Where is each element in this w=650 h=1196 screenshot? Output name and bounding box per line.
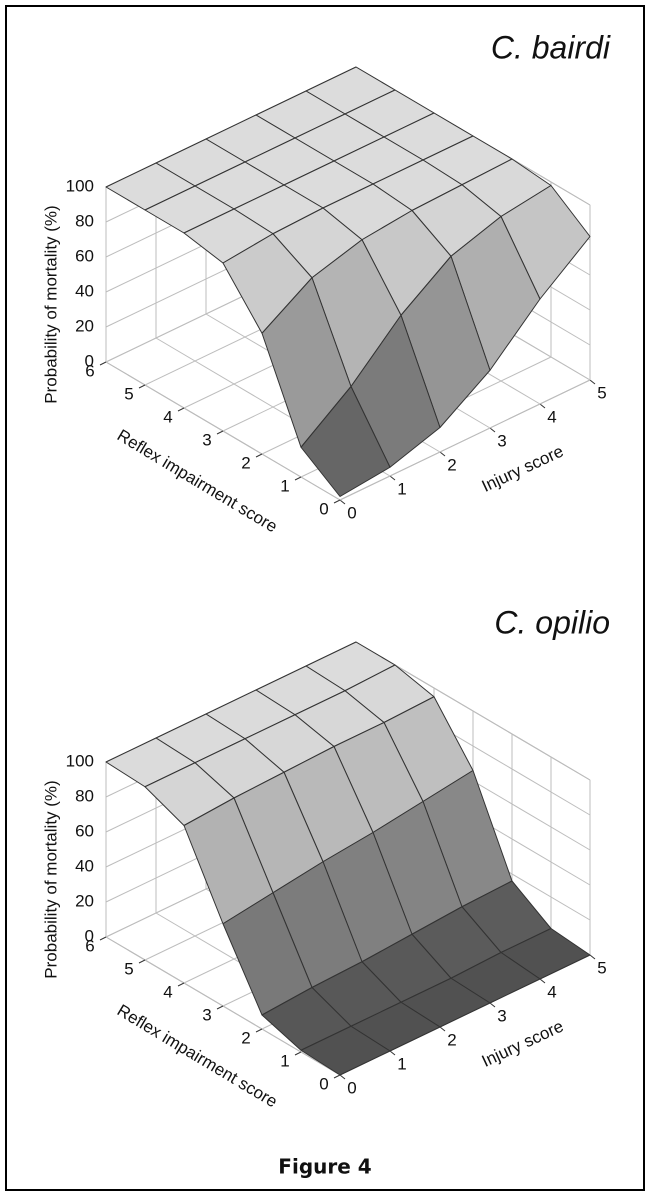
tick-mark bbox=[177, 407, 185, 412]
tick-mark bbox=[216, 430, 224, 435]
x-tick-label: 4 bbox=[547, 407, 556, 426]
chart: 0 20 40 60 80 100 0 1 2 3 4 5 0 1 2 3 4 5 6 Injury score Ref… bbox=[41, 29, 610, 536]
tick-mark bbox=[333, 1074, 341, 1079]
z-tick-label: 100 bbox=[66, 751, 94, 770]
x-tick-label: 5 bbox=[597, 958, 606, 977]
tick-mark bbox=[255, 1028, 263, 1033]
z-tick-label: 60 bbox=[75, 821, 94, 840]
tick-mark bbox=[294, 476, 302, 481]
figure-caption: Figure 4 bbox=[278, 1155, 371, 1179]
y-tick-label: 2 bbox=[241, 1028, 250, 1047]
x-axis-title: Injury score bbox=[479, 442, 567, 496]
y-axis-title: Reflex impairment score bbox=[114, 426, 281, 537]
tick-mark bbox=[489, 427, 496, 433]
x-axis-title: Injury score bbox=[479, 1017, 567, 1071]
y-tick-label: 1 bbox=[280, 476, 289, 495]
tick-mark bbox=[255, 453, 263, 458]
x-tick-label: 3 bbox=[497, 1006, 506, 1025]
tick-mark bbox=[389, 475, 396, 481]
tick-mark bbox=[138, 959, 146, 964]
frame bbox=[5, 5, 645, 1191]
y-tick-label: 3 bbox=[202, 1005, 211, 1024]
y-tick-label: 0 bbox=[319, 1074, 328, 1093]
grid-line bbox=[339, 379, 591, 501]
chart-title: C. bairdi bbox=[491, 29, 611, 65]
chart-title: C. opilio bbox=[494, 604, 610, 640]
y-tick-label: 2 bbox=[241, 453, 250, 472]
tick-mark bbox=[177, 982, 185, 987]
z-tick-label: 40 bbox=[75, 856, 94, 875]
z-tick-label: 0 bbox=[85, 926, 94, 945]
x-tick-label: 0 bbox=[347, 503, 356, 522]
y-tick-label: 4 bbox=[163, 982, 172, 1001]
x-tick-label: 0 bbox=[347, 1078, 356, 1097]
y-tick-label: 1 bbox=[280, 1051, 289, 1070]
x-tick-label: 5 bbox=[597, 383, 606, 402]
tick-mark bbox=[99, 361, 107, 366]
tick-mark bbox=[439, 451, 446, 457]
tick-mark bbox=[539, 978, 546, 984]
tick-mark bbox=[589, 379, 596, 385]
z-tick-label: 40 bbox=[75, 281, 94, 300]
surface-cell bbox=[300, 1025, 391, 1076]
y-tick-label: 0 bbox=[319, 499, 328, 518]
tick-mark bbox=[333, 499, 341, 504]
x-tick-label: 3 bbox=[497, 431, 506, 450]
tick-mark bbox=[439, 1026, 446, 1032]
x-tick-label: 1 bbox=[397, 479, 406, 498]
y-tick-label: 4 bbox=[163, 407, 172, 426]
y-tick-label: 3 bbox=[202, 430, 211, 449]
x-tick-label: 1 bbox=[397, 1054, 406, 1073]
surface-cell bbox=[300, 386, 391, 497]
z-tick-label: 20 bbox=[75, 891, 94, 910]
z-axis-title: Probability of mortality (%) bbox=[41, 205, 60, 403]
z-axis-title: Probability of mortality (%) bbox=[41, 780, 60, 978]
y-tick-label: 6 bbox=[85, 361, 94, 380]
y-tick-label: 5 bbox=[124, 959, 133, 978]
y-tick-label: 5 bbox=[124, 384, 133, 403]
tick-mark bbox=[294, 1051, 302, 1056]
tick-mark bbox=[589, 954, 596, 960]
tick-mark bbox=[389, 1050, 396, 1056]
z-tick-label: 100 bbox=[66, 176, 94, 195]
z-tick-label: 80 bbox=[75, 786, 94, 805]
tick-mark bbox=[539, 403, 546, 409]
tick-mark bbox=[99, 936, 107, 941]
z-tick-label: 20 bbox=[75, 316, 94, 335]
x-tick-label: 2 bbox=[447, 455, 456, 474]
tick-mark bbox=[138, 384, 146, 389]
tick-mark bbox=[339, 1074, 346, 1080]
tick-mark bbox=[339, 499, 346, 505]
y-tick-label: 6 bbox=[85, 936, 94, 955]
tick-mark bbox=[216, 1005, 224, 1010]
z-tick-label: 80 bbox=[75, 211, 94, 230]
x-tick-label: 4 bbox=[547, 982, 556, 1001]
x-tick-label: 2 bbox=[447, 1030, 456, 1049]
chart: 0 20 40 60 80 100 0 1 2 3 4 5 0 1 2 3 4 5 6 Injury score Ref… bbox=[41, 604, 610, 1111]
z-tick-label: 0 bbox=[85, 351, 94, 370]
z-tick-label: 60 bbox=[75, 246, 94, 265]
y-axis-title: Reflex impairment score bbox=[114, 1001, 281, 1112]
tick-mark bbox=[489, 1002, 496, 1008]
